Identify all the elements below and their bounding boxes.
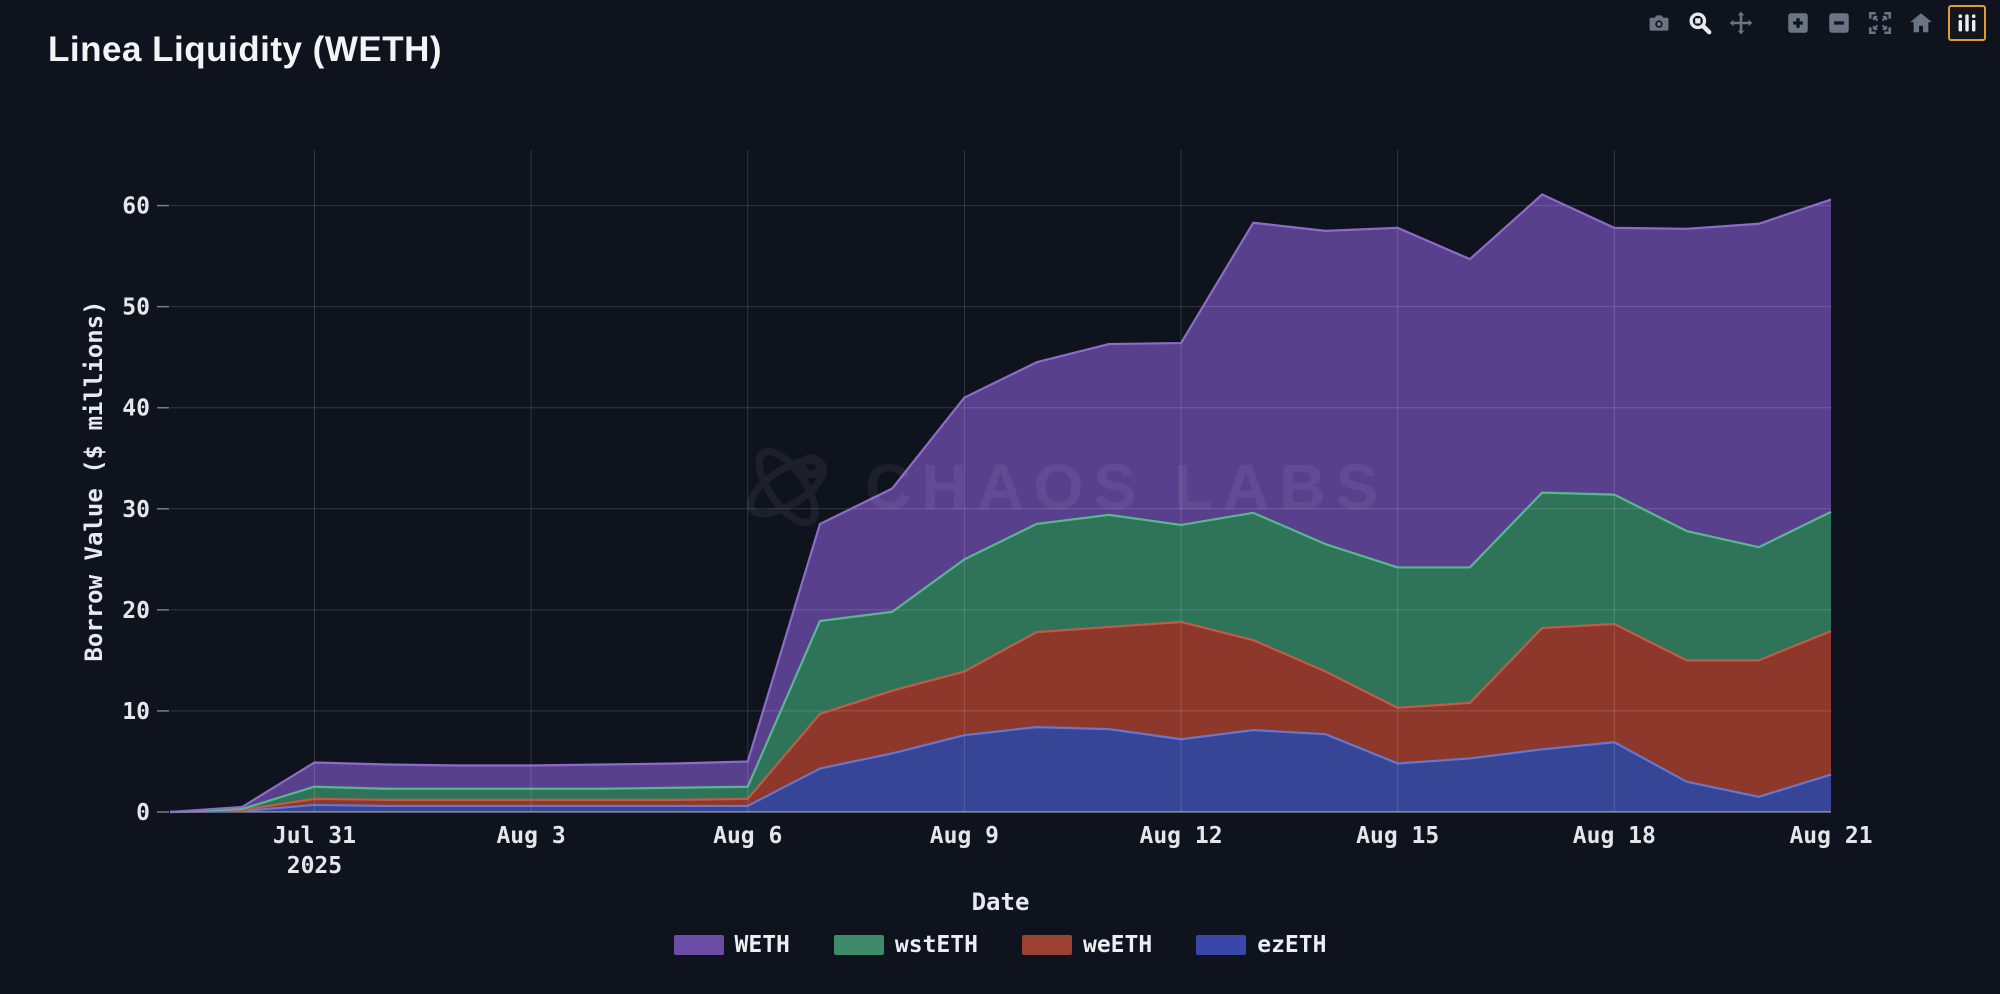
camera-icon — [1649, 15, 1669, 31]
y-tick-label: 60 — [122, 194, 150, 220]
autoscale-expand-icon — [1868, 11, 1892, 35]
legend-item-WETH[interactable]: WETH — [673, 932, 790, 958]
autoscale-button[interactable] — [1866, 9, 1894, 37]
y-tick-label: 50 — [122, 295, 150, 321]
legend-swatch-weETH — [1021, 935, 1072, 955]
x-axis-title: Date — [972, 888, 1030, 916]
x-tick-label: Aug 12 — [1139, 823, 1222, 849]
home-icon — [1910, 13, 1932, 33]
y-tick-label: 0 — [136, 800, 150, 826]
x-tick-label: Aug 6 — [713, 823, 782, 849]
legend-swatch-wstETH — [833, 935, 884, 955]
legend-item-weETH[interactable]: weETH — [1021, 932, 1153, 958]
legend-label: WETH — [734, 932, 790, 958]
legend-item-ezETH[interactable]: ezETH — [1196, 932, 1326, 958]
pan-button[interactable] — [1727, 9, 1755, 37]
zoom-button[interactable] — [1686, 9, 1714, 37]
y-tick-label: 40 — [122, 396, 150, 422]
legend-label: wstETH — [894, 932, 978, 958]
line-ezETH — [169, 726, 1832, 814]
zoom-magnifier-icon — [1689, 12, 1712, 35]
x-tick-label: Aug 21 — [1789, 823, 1872, 849]
line-wstETH — [169, 491, 1832, 814]
legend-label: weETH — [1082, 932, 1153, 958]
line-weETH — [169, 620, 1832, 814]
page-title: Linea Liquidity (WETH) — [48, 30, 443, 69]
zoom-out-button[interactable] — [1825, 9, 1853, 37]
x-tick-label: Jul 31 — [273, 823, 356, 849]
x-tick-label: Aug 3 — [496, 823, 565, 849]
y-tick-label: 20 — [122, 598, 150, 624]
pan-arrows-icon — [1729, 11, 1753, 35]
download-camera-button[interactable] — [1645, 9, 1673, 37]
zoom-in-icon — [1788, 13, 1808, 33]
x-tick-label: Aug 18 — [1573, 823, 1656, 849]
legend-swatch-WETH — [673, 935, 724, 955]
reset-home-button[interactable] — [1907, 9, 1935, 37]
y-tick-label: 10 — [122, 699, 150, 725]
x-tick-label: Aug 15 — [1356, 823, 1439, 849]
plotly-logo-button[interactable] — [1948, 5, 1986, 41]
y-axis-title: Borrow Value ($ millions) — [80, 300, 108, 661]
y-tick-label: 30 — [122, 497, 150, 523]
area-ezETH — [170, 727, 1831, 812]
legend: WETH wstETH weETH ezETH — [0, 932, 2000, 958]
line-WETH — [169, 193, 1832, 814]
zoom-out-icon — [1829, 13, 1849, 33]
legend-item-wstETH[interactable]: wstETH — [833, 932, 978, 958]
x-tick-label: Aug 9 — [930, 823, 999, 849]
legend-swatch-ezETH — [1196, 935, 1247, 955]
legend-label: ezETH — [1257, 932, 1327, 958]
modebar — [1645, 5, 1986, 41]
zoom-in-button[interactable] — [1784, 9, 1812, 37]
plotly-logo-icon — [1958, 14, 1976, 32]
x-tick-sublabel: 2025 — [287, 853, 342, 879]
